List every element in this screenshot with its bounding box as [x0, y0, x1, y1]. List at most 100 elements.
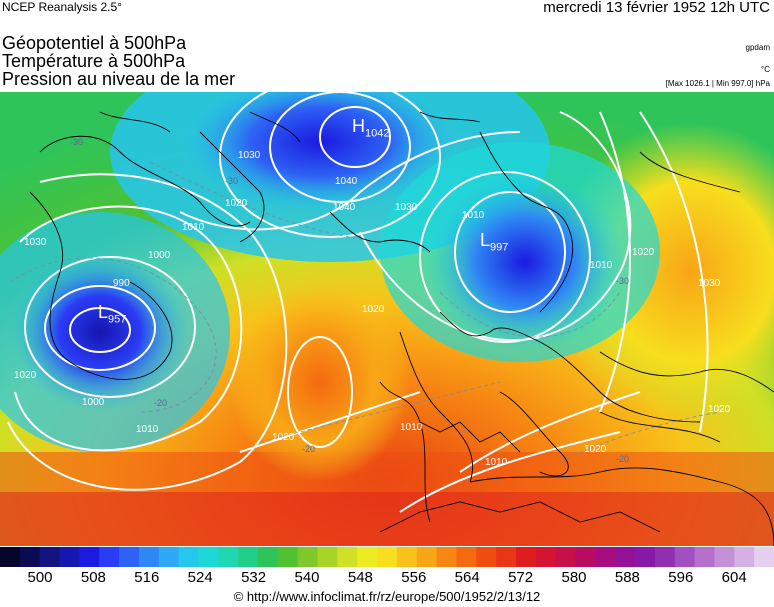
color-scale-swatch [258, 547, 279, 567]
color-scale-swatch [654, 547, 676, 567]
color-scale-swatch [238, 547, 259, 567]
color-scale-swatch [297, 547, 319, 567]
color-scale-tick-label: 564 [454, 569, 480, 586]
low-pressure-center: L957 [98, 302, 126, 326]
isobar-label: 1020 [708, 404, 731, 415]
color-scale-swatch [337, 547, 358, 567]
color-scale-swatch [59, 547, 80, 567]
color-scale-swatch [436, 547, 457, 567]
color-scale-swatch [357, 547, 378, 567]
color-scale-tick-label: 572 [508, 569, 534, 586]
color-scale-tick-label: 556 [401, 569, 427, 586]
color-scale-tick-label: 524 [187, 569, 213, 586]
color-scale-swatch [714, 547, 735, 567]
isobar-label: 1010 [400, 422, 423, 433]
color-scale-swatch [476, 547, 497, 567]
color-scale-tick-label: 588 [614, 569, 640, 586]
color-scale-swatch [198, 547, 219, 567]
color-scale-swatch [754, 547, 774, 567]
isobar-label: 1000 [148, 250, 171, 261]
pressure-center-value: 1042 [365, 127, 390, 140]
color-scale-swatch [119, 547, 140, 567]
high-pressure-center: H1042 [352, 116, 389, 140]
color-scale-swatch [416, 547, 438, 567]
isobar-label: 1010 [182, 222, 205, 233]
color-scale-swatch [138, 547, 160, 567]
color-scale-tick-label: 532 [241, 569, 267, 586]
color-scale-swatch [377, 547, 398, 567]
isobar-label: 1040 [333, 202, 356, 213]
isobar-label: 1020 [632, 247, 655, 258]
title-geopotential: Géopotentiel à 500hPa [2, 33, 187, 53]
isobar-label: 1010 [485, 457, 508, 468]
isobar-label: 1020 [362, 304, 385, 315]
isobar-label: 1020 [14, 370, 37, 381]
color-scale-swatch [595, 547, 616, 567]
color-scale-tick-label: 540 [294, 569, 320, 586]
unit-temperature: °C [761, 65, 770, 74]
color-scale-swatch [218, 547, 239, 567]
color-scale-swatch [79, 547, 100, 567]
color-scale-swatch [39, 547, 61, 567]
color-scale-swatch [396, 547, 418, 567]
pressure-center-letter: L [98, 302, 109, 322]
isobar-label: 1020 [225, 198, 248, 209]
isobar-label: 1010 [590, 260, 613, 271]
pressure-center-value: 957 [108, 313, 127, 326]
isobar-label: 1030 [698, 278, 721, 289]
isotherm-label: -20 [302, 444, 316, 454]
pressure-center-value: 997 [490, 241, 509, 254]
isobar-label: 1040 [335, 176, 358, 187]
isotherm-label: -30 [616, 276, 630, 286]
color-scale-swatch [317, 547, 338, 567]
isobar-label: 990 [113, 278, 130, 289]
credit-url: © http://www.infoclimat.fr/rz/europe/500… [233, 589, 541, 604]
unit-pressure-range: [Max 1026.1 | Min 997.0] hPa [665, 79, 770, 88]
color-scale-swatch [158, 547, 180, 567]
isobar-label: 1020 [272, 432, 295, 443]
title-temperature: Température à 500hPa [2, 51, 186, 71]
color-scale-swatch [19, 547, 41, 567]
title-pressure: Pression au niveau de la mer [2, 69, 236, 89]
isobar-label: 1020 [584, 444, 607, 455]
color-scale-swatch [456, 547, 477, 567]
color-scale-tick-label: 516 [134, 569, 160, 586]
isobar-label: 1000 [82, 397, 105, 408]
color-scale-swatch [694, 547, 715, 567]
unit-geopotential: gpdam [745, 43, 770, 52]
low-pressure-center: L997 [480, 230, 508, 254]
pressure-center-letter: H [352, 116, 365, 136]
color-scale-tick-label: 580 [561, 569, 587, 586]
color-scale-swatch [734, 547, 755, 567]
color-scale-tick-label: 548 [347, 569, 373, 586]
color-scale-swatch [516, 547, 537, 567]
color-scale-swatch [615, 547, 636, 567]
isobar-label: 1030 [238, 150, 261, 161]
isotherm-label: -30 [225, 176, 239, 186]
isobar-label: 1030 [24, 237, 47, 248]
color-scale-swatch [635, 547, 656, 567]
color-scale-swatch [178, 547, 199, 567]
color-scale-tick-label: 500 [27, 569, 53, 586]
color-scale-bar [0, 547, 774, 567]
header-datetime: mercredi 13 février 1952 12h UTC [543, 0, 770, 16]
isobar-label: 1010 [462, 210, 485, 221]
color-scale-swatch [277, 547, 299, 567]
isotherm-label: -20 [616, 454, 630, 464]
color-scale-swatch [496, 547, 517, 567]
isobar-label: 1030 [395, 202, 418, 213]
color-scale-swatch [575, 547, 596, 567]
color-scale-swatch [555, 547, 577, 567]
color-scale-swatch [535, 547, 557, 567]
isobar-label: 1010 [136, 424, 159, 435]
color-scale-tick-label: 508 [80, 569, 106, 586]
color-scale-tick-label: 596 [668, 569, 694, 586]
color-scale-tick-label: 604 [721, 569, 747, 586]
weather-map [0, 92, 774, 546]
map-overlay: H1042 L997 L957 1030 1020 1010 1000 990 … [0, 92, 774, 546]
isotherm-label: -30 [70, 137, 84, 147]
pressure-center-letter: L [480, 230, 491, 250]
header-source: NCEP Reanalysis 2.5° [2, 0, 122, 14]
color-scale-swatch [674, 547, 696, 567]
color-scale-swatch [99, 547, 120, 567]
